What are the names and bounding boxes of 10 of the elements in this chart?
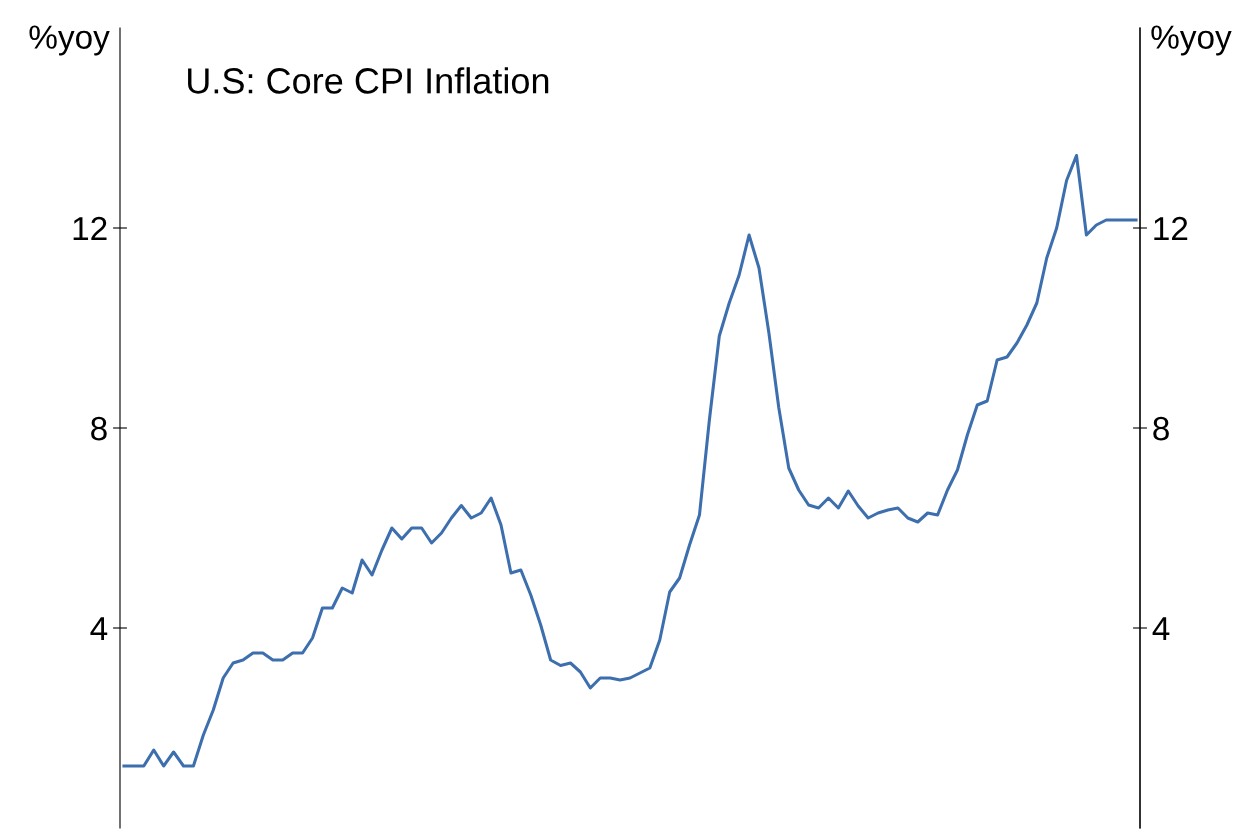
y-tick-label: 8 — [91, 416, 107, 441]
y2-tick-label: 8 — [1153, 416, 1169, 441]
y-tick-label: 12 — [73, 216, 107, 241]
y2-tick-label: 12 — [1154, 216, 1188, 241]
y-axis-title: %yoy — [29, 25, 110, 56]
y2-tick-label: 4 — [1152, 617, 1170, 641]
y-tick-label: 4 — [90, 617, 108, 641]
y2-axis-title: %yoy — [1151, 25, 1232, 56]
line-series — [122, 153, 1138, 768]
text: U.S: Core CPI Inflation — [188, 67, 549, 94]
